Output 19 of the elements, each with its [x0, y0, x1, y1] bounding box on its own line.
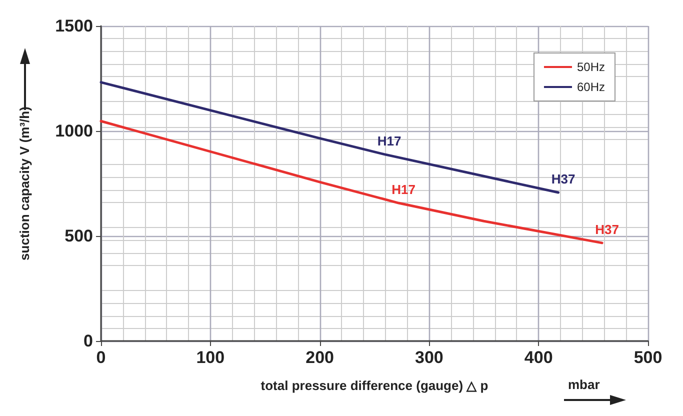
legend-label: 60Hz: [576, 80, 605, 94]
x-tick-label: 500: [634, 348, 662, 367]
y-tick-label: 0: [84, 332, 93, 350]
x-tick-label: 0: [96, 348, 106, 367]
x-axis-title: total pressure difference (gauge) △ p: [260, 378, 488, 393]
x-tick-label: 300: [415, 348, 444, 367]
y-tick-label: 1000: [55, 122, 93, 140]
y-tick-label: 500: [64, 226, 93, 246]
legend-label: 50Hz: [576, 60, 605, 74]
annotation: H37: [551, 172, 576, 187]
x-tick-label: 200: [306, 348, 334, 367]
annotation: H37: [595, 222, 619, 237]
text: mbar: [568, 377, 600, 392]
y-axis-title: suction capacity V (m³/h): [17, 106, 32, 260]
x-tick-label: 400: [524, 348, 553, 367]
y-tick-label: 1500: [55, 16, 93, 36]
annotation: H17: [377, 133, 402, 148]
x-tick-label: 100: [196, 348, 225, 367]
annotation: H17: [392, 182, 416, 198]
